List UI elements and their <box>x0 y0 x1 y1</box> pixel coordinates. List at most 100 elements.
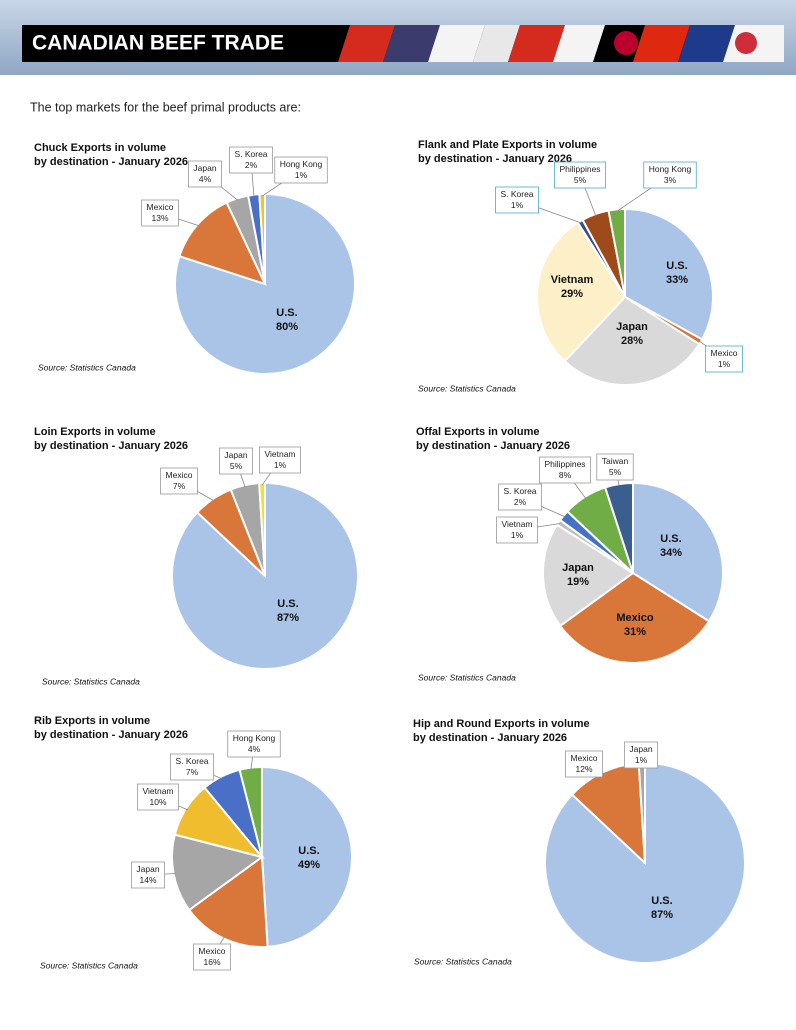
slice-label: Hong Kong <box>233 733 276 743</box>
chart-title: Hip and Round Exports in volume <box>413 718 590 730</box>
slice-label: Japan <box>224 450 247 460</box>
chart-source: Source: Statistics Canada <box>42 676 140 686</box>
chart-source: Source: Statistics Canada <box>40 960 138 970</box>
slice-value: 10% <box>149 797 166 807</box>
slice-label: Japan <box>193 163 216 173</box>
callout-box <box>259 446 301 474</box>
callout-box <box>193 943 231 971</box>
pie-slice <box>238 765 263 858</box>
flags <box>338 25 784 62</box>
callout-box <box>170 753 214 781</box>
slice-label: Vietnam <box>551 274 594 286</box>
slice-value: 3% <box>664 175 677 185</box>
callout-box <box>498 483 542 511</box>
callout-box <box>160 467 198 495</box>
slice-label: Hong Kong <box>280 159 323 169</box>
pie-slice <box>563 295 701 386</box>
slice-label: Vietnam <box>501 519 532 529</box>
callout-box <box>565 750 603 778</box>
slice-value: 1% <box>511 530 524 540</box>
slice-label: Japan <box>562 562 594 574</box>
slice-label: Mexico <box>166 470 193 480</box>
slice-value: 1% <box>511 200 524 210</box>
slice-label: Vietnam <box>264 449 295 459</box>
slice-label: Japan <box>616 321 648 333</box>
slice-value: 12% <box>575 764 592 774</box>
slice-value: 16% <box>203 957 220 967</box>
callout-box <box>554 161 606 189</box>
callout-box <box>137 783 179 811</box>
slice-label: U.S. <box>660 533 681 545</box>
chart-source: Source: Statistics Canada <box>414 956 512 966</box>
slice-label: Mexico <box>711 348 738 358</box>
slice-label: Mexico <box>616 612 654 624</box>
pie-slice <box>536 221 627 363</box>
chart-title: Chuck Exports in volume <box>34 142 166 154</box>
slice-label: Taiwan <box>602 456 629 466</box>
slice-label: U.S. <box>651 895 672 907</box>
pie-slice <box>258 481 266 577</box>
slice-label: S. Korea <box>175 756 208 766</box>
chart-subtitle: by destination - January 2026 <box>34 729 188 741</box>
slice-value: 31% <box>624 626 646 638</box>
slice-label: S. Korea <box>500 189 533 199</box>
pie-slice <box>261 765 353 948</box>
slice-label: U.S. <box>277 598 298 610</box>
pie-slice <box>624 207 714 341</box>
callout-box <box>624 741 658 769</box>
slice-value: 8% <box>559 470 572 480</box>
slice-value: 5% <box>609 467 622 477</box>
slice-value: 34% <box>660 547 682 559</box>
pie-slice <box>542 523 635 628</box>
slice-value: 7% <box>186 767 199 777</box>
header-title: CANADIAN BEEF TRADE <box>32 32 284 55</box>
callout-box <box>539 456 591 484</box>
chart-source: Source: Statistics Canada <box>38 362 136 372</box>
slice-value: 1% <box>274 460 287 470</box>
slice-value: 2% <box>514 497 527 507</box>
callout-box <box>141 199 179 227</box>
pie-slice <box>558 571 711 664</box>
slice-value: 1% <box>718 359 731 369</box>
slice-label: Mexico <box>571 753 598 763</box>
callout-box <box>219 447 253 475</box>
callout-box <box>495 186 539 214</box>
slice-value: 5% <box>574 175 587 185</box>
chart-subtitle: by destination - January 2026 <box>416 440 570 452</box>
slice-label: S. Korea <box>234 149 267 159</box>
slice-value: 49% <box>298 859 320 871</box>
pie-slice <box>178 201 267 286</box>
slice-label: Philippines <box>544 459 585 469</box>
slice-value: 1% <box>295 170 308 180</box>
slice-label: Philippines <box>559 164 600 174</box>
intro-text: The top markets for the beef primal prod… <box>30 100 301 114</box>
chart-subtitle: by destination - January 2026 <box>418 153 572 165</box>
callout-box <box>274 156 328 184</box>
callout-box <box>131 861 165 889</box>
slice-value: 5% <box>230 461 243 471</box>
callout-box <box>188 160 222 188</box>
slice-value: 80% <box>276 321 298 333</box>
slice-label: U.S. <box>298 845 319 857</box>
slice-value: 4% <box>248 744 261 754</box>
slice-label: U.S. <box>276 307 297 319</box>
callout-box <box>227 730 281 758</box>
slice-value: 87% <box>277 612 299 624</box>
chart-source: Source: Statistics Canada <box>418 672 516 682</box>
pie-slice <box>607 207 626 298</box>
slice-label: Mexico <box>147 202 174 212</box>
slice-label: Japan <box>136 864 159 874</box>
slice-value: 13% <box>151 213 168 223</box>
slice-value: 29% <box>561 288 583 300</box>
chart-title: Rib Exports in volume <box>34 715 150 727</box>
slice-label: Mexico <box>199 946 226 956</box>
chart-subtitle: by destination - January 2026 <box>413 732 567 744</box>
slice-label: U.S. <box>666 260 687 272</box>
slice-value: 4% <box>199 174 212 184</box>
callout-box <box>229 146 273 174</box>
chart-subtitle: by destination - January 2026 <box>34 440 188 452</box>
callout-box <box>496 516 538 544</box>
slice-value: 19% <box>567 576 589 588</box>
chart-subtitle: by destination - January 2026 <box>34 156 188 168</box>
